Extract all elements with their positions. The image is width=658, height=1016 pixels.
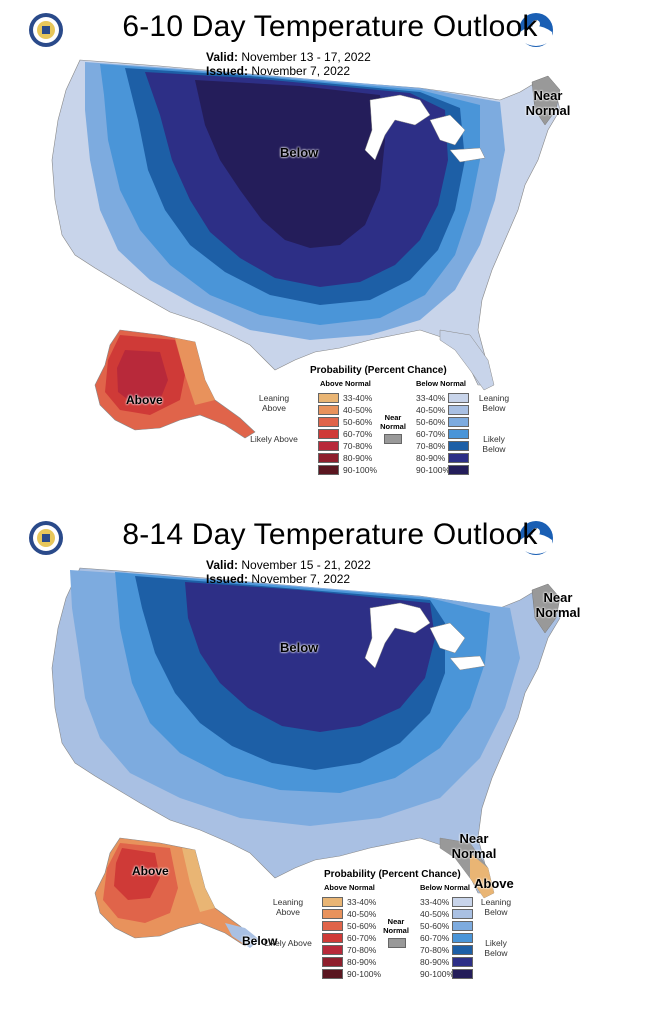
legend-below-row-7: 90-100% (420, 969, 477, 979)
issued-label: Issued: (206, 64, 249, 78)
legend-near-normal: Near Normal (383, 917, 409, 935)
temperature-outlook-map (51, 567, 561, 948)
outlook-panel-8-14: 8-14 Day Temperature Outlook Valid: Nove… (0, 508, 658, 1016)
legend-below-row-6: 80-90% (420, 957, 477, 967)
valid-label: Valid: (206, 50, 239, 64)
legend-below-row-6: 80-90% (416, 453, 473, 463)
legend-below-row-5: 70-80% (416, 441, 473, 451)
legend-above-row-1: 33-40% (318, 393, 372, 403)
legend-above-row-3: 50-60% (318, 417, 372, 427)
legend-leaning-above: Leaning Above (272, 897, 304, 917)
legend-above-row-2: 40-50% (322, 909, 376, 919)
legend-title: Probability (Percent Chance) (324, 869, 461, 880)
legend-likely-above: Likely Above (264, 938, 312, 948)
valid-value: November 13 - 17, 2022 (241, 50, 371, 64)
legend-above-row-6: 80-90% (322, 957, 376, 967)
legend-below-row-2: 40-50% (416, 405, 473, 415)
legend-above-header: Above Normal (324, 883, 375, 892)
noaa-logo-icon (518, 520, 554, 556)
legend-likely-below: Likely Below (484, 938, 508, 958)
region-label-below-panhandle: Below (242, 934, 278, 948)
alaska-panhandle-below (225, 923, 260, 948)
near-normal-zone (531, 75, 561, 126)
legend-below-row-3: 50-60% (420, 921, 477, 931)
region-label-near-normal: Near Normal (525, 88, 571, 118)
issued-value: November 7, 2022 (251, 572, 351, 586)
region-label-above-alaska: Above (132, 864, 169, 878)
legend-above-row-2: 40-50% (318, 405, 372, 415)
date-block: Valid: November 13 - 17, 2022 Issued: No… (206, 50, 371, 78)
near-normal-zone (531, 583, 561, 634)
region-label-near-normal-southeast: Near Normal (451, 831, 497, 861)
doc-seal-icon (28, 12, 64, 48)
legend: Probability (Percent Chance) Above Norma… (262, 864, 522, 984)
doc-seal-icon (28, 520, 64, 556)
legend-leaning-above: Leaning Above (258, 393, 290, 413)
legend-below-row-7: 90-100% (416, 465, 473, 475)
legend-near-swatch (384, 434, 402, 444)
region-label-above: Above (126, 393, 163, 407)
below-90-100-zone (195, 80, 385, 248)
alaska-east-zone (182, 848, 215, 912)
legend-below-row-1: 33-40% (416, 393, 473, 403)
legend-likely-above: Likely Above (250, 434, 298, 444)
legend-leaning-below: Leaning Below (480, 897, 512, 917)
legend-above-row-4: 60-70% (318, 429, 372, 439)
legend-near-swatch (388, 938, 406, 948)
legend-title: Probability (Percent Chance) (310, 365, 447, 376)
region-label-above-florida: Above (474, 876, 514, 891)
noaa-logo-icon (518, 12, 554, 48)
legend-above-row-7: 90-100% (322, 969, 381, 979)
issued-label: Issued: (206, 572, 249, 586)
outlook-panel-6-10: 6-10 Day Temperature Outlook Valid: Nove… (28, 10, 571, 480)
legend-above-row-4: 60-70% (322, 933, 376, 943)
great-lakes (364, 94, 486, 163)
page-title: 6-10 Day Temperature Outlook (122, 10, 538, 43)
alaska-70-80-zone (117, 350, 168, 405)
legend-above-row-1: 33-40% (322, 897, 376, 907)
alaska-60-70-zone (114, 848, 160, 900)
issued-value: November 7, 2022 (251, 64, 351, 78)
legend-above-header: Above Normal (320, 379, 371, 388)
legend: Probability (Percent Chance) Above Norma… (248, 360, 509, 480)
legend-below-header: Below Normal (420, 883, 471, 892)
legend-above-row-6: 80-90% (318, 453, 372, 463)
legend-above-row-5: 70-80% (318, 441, 372, 451)
legend-below-row-4: 60-70% (420, 933, 477, 943)
legend-below-row-1: 33-40% (420, 897, 477, 907)
valid-label: Valid: (206, 558, 239, 572)
legend-above-row-3: 50-60% (322, 921, 376, 931)
legend-below-row-2: 40-50% (420, 909, 477, 919)
legend-below-row-4: 60-70% (416, 429, 473, 439)
legend-near-normal: Near Normal (380, 413, 406, 431)
valid-value: November 15 - 21, 2022 (241, 558, 371, 572)
legend-above-row-7: 90-100% (318, 465, 377, 475)
region-label-near-normal: Near Normal (535, 590, 581, 620)
page-title: 8-14 Day Temperature Outlook (122, 518, 538, 551)
legend-below-row-5: 70-80% (420, 945, 477, 955)
region-label-below: Below (280, 640, 319, 655)
legend-below-row-3: 50-60% (416, 417, 473, 427)
legend-likely-below: Likely Below (482, 434, 506, 454)
alaska-east-zone (175, 338, 215, 405)
florida (439, 329, 495, 391)
date-block: Valid: November 15 - 21, 2022 Issued: No… (206, 558, 371, 586)
above-33-40-zone (470, 853, 494, 898)
legend-above-row-5: 70-80% (322, 945, 376, 955)
legend-below-header: Below Normal (416, 379, 467, 388)
temperature-outlook-map (51, 59, 561, 439)
great-lakes (364, 602, 486, 671)
legend-leaning-below: Leaning Below (478, 393, 510, 413)
region-label-below: Below (280, 145, 319, 160)
